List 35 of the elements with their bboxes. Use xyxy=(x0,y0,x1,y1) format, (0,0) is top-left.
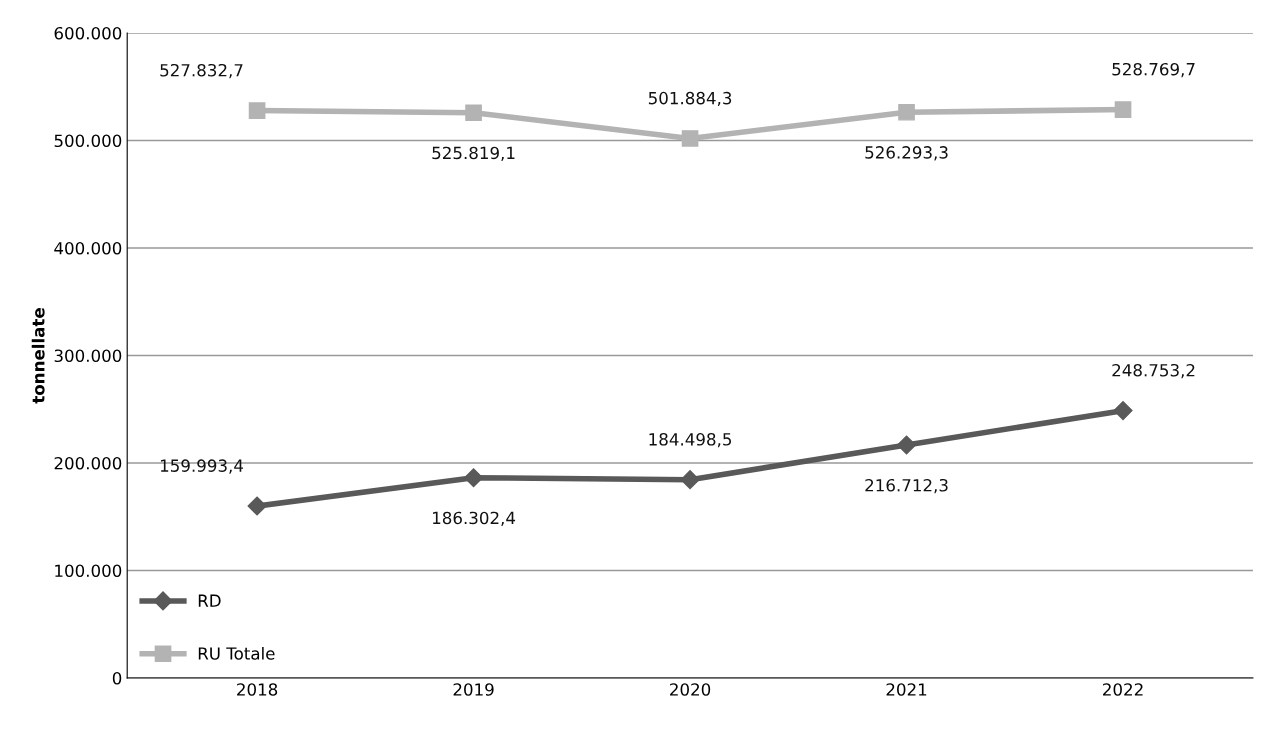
x-tick-label: 2022 xyxy=(1103,683,1143,696)
x-tick-label: 2018 xyxy=(237,683,278,696)
point xyxy=(247,496,267,516)
legend-label: RD xyxy=(198,594,221,607)
y-tick-label: 500.000 xyxy=(54,134,122,148)
y-tick-label: 400.000 xyxy=(54,241,122,255)
point xyxy=(465,104,482,122)
y-tick-label: 300.000 xyxy=(54,349,122,363)
data-label: 526.293,3 xyxy=(865,146,948,161)
point xyxy=(1114,101,1132,118)
point xyxy=(248,102,266,119)
data-label: 528.769,7 xyxy=(1112,62,1195,78)
data-label: 527.832,7 xyxy=(160,63,243,79)
y-tick-label: 100.000 xyxy=(55,564,122,578)
data-label: 525.819,1 xyxy=(432,146,515,161)
point xyxy=(898,103,915,121)
legend-label: RU Totale xyxy=(198,646,275,660)
x-tick-label: 2019 xyxy=(453,683,494,696)
x-tick-label: 2021 xyxy=(886,683,927,696)
data-label: 216.712,3 xyxy=(865,478,948,494)
y-tick-label: 200.000 xyxy=(54,456,122,470)
data-label: 186.302,4 xyxy=(432,511,516,526)
data-label: 501.884,3 xyxy=(648,91,732,107)
data-label: 248.753,2 xyxy=(1112,363,1195,379)
y-tick-label: 0 xyxy=(112,671,122,685)
data-label: 184.498,5 xyxy=(649,433,732,448)
y-axis-title: tonnellate xyxy=(31,308,45,404)
point xyxy=(464,468,484,488)
point xyxy=(1113,401,1133,421)
y-tick-label: 600.000 xyxy=(54,26,122,40)
point xyxy=(681,130,699,147)
data-label: 159.993,4 xyxy=(160,459,244,474)
point xyxy=(680,470,700,490)
x-tick-label: 2020 xyxy=(670,683,711,696)
point xyxy=(897,435,917,455)
